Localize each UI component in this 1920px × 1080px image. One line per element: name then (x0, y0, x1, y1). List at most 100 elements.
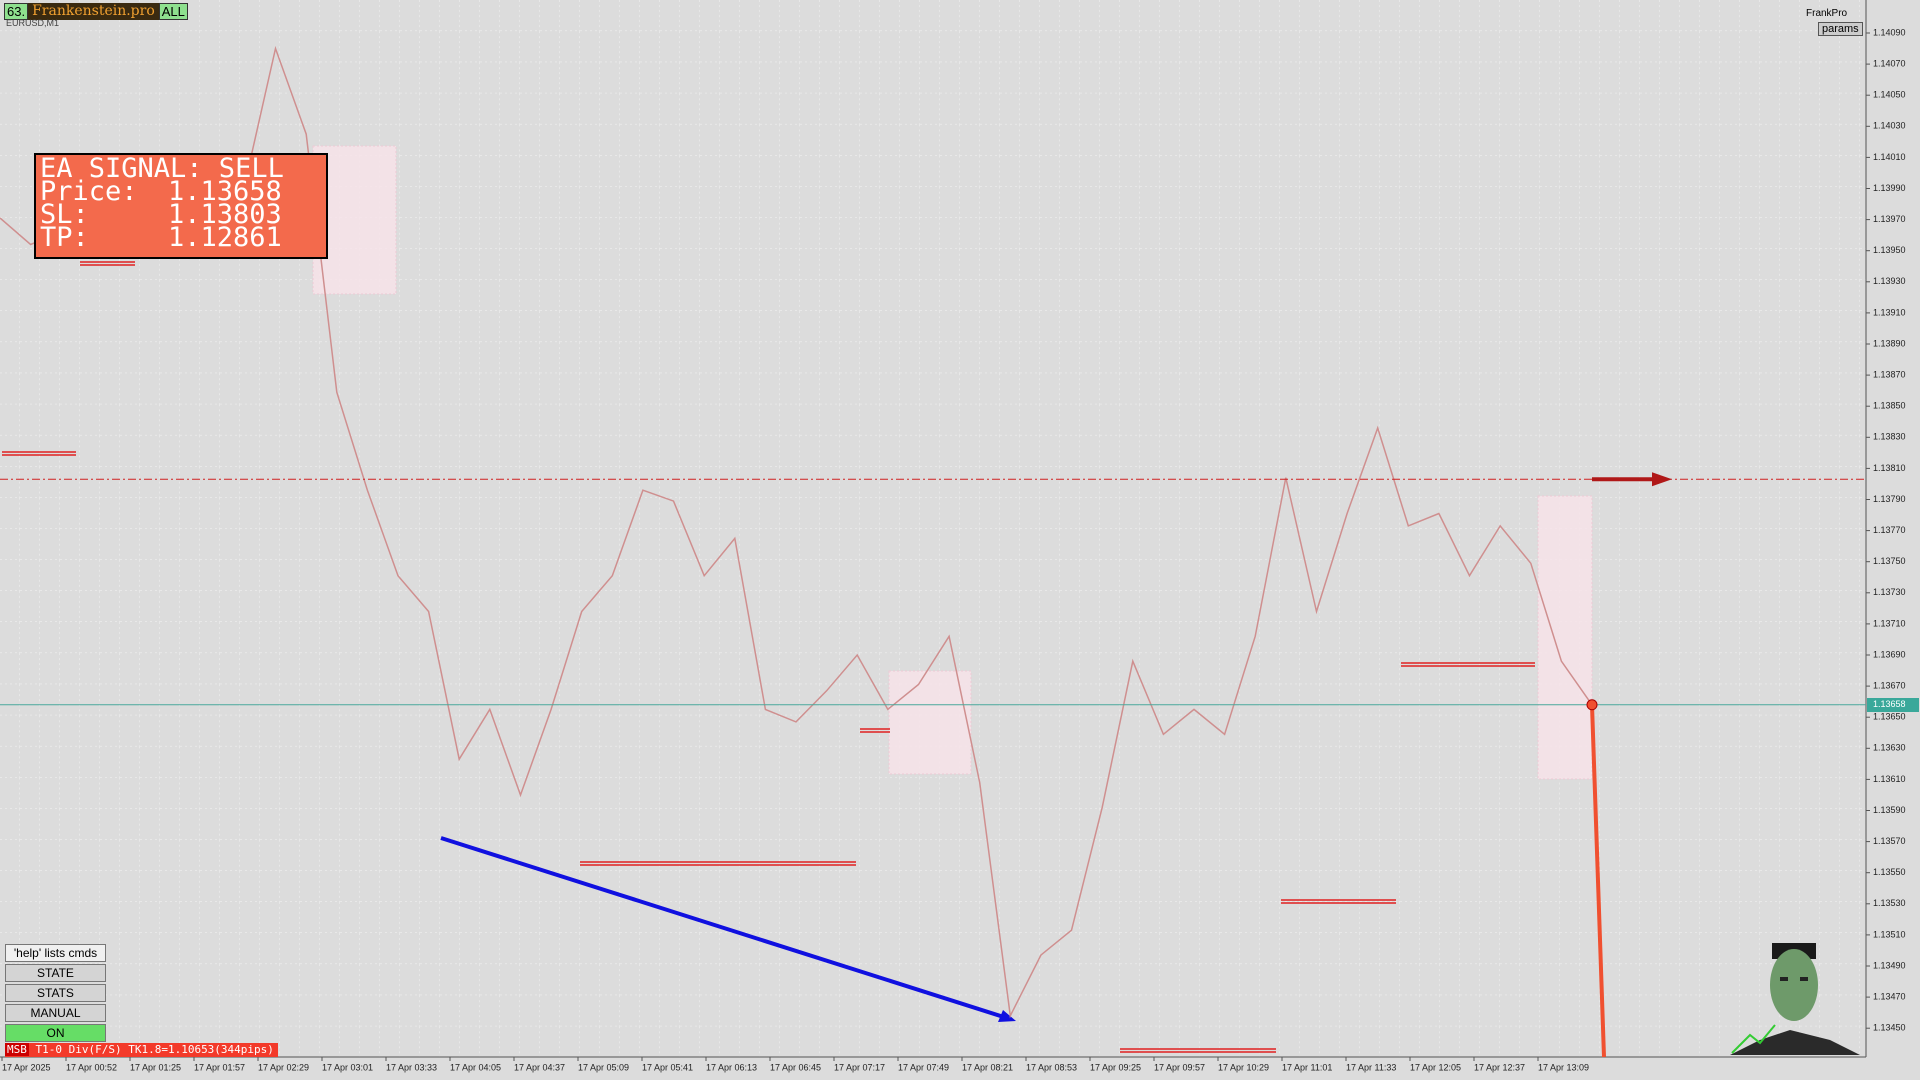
price-label: 1.13810 (1873, 463, 1906, 473)
trend-line (440, 836, 1011, 1021)
mascot-body (1730, 1030, 1860, 1055)
params-button[interactable]: params (1818, 22, 1863, 36)
price-label: 1.13750 (1873, 556, 1906, 566)
signal-title: EA SIGNAL: SELL (40, 153, 284, 184)
signal-value: 1.13803 (168, 199, 282, 230)
time-label: 17 Apr 05:09 (578, 1062, 629, 1072)
time-label: 17 Apr 01:25 (130, 1062, 181, 1072)
price-label: 1.13450 (1873, 1023, 1906, 1033)
price-label: 1.13510 (1873, 929, 1906, 939)
mascot-face (1770, 949, 1818, 1021)
time-label: 17 Apr 11:33 (1346, 1062, 1396, 1072)
price-line (0, 45, 1593, 1019)
account: FrankPro (1806, 8, 1848, 19)
time-label: 17 Apr 01:57 (194, 1062, 245, 1072)
levels (2, 261, 1535, 1053)
price-label: 1.14030 (1873, 121, 1906, 131)
time-label: 17 Apr 2025 (2, 1062, 51, 1072)
time-label: 17 Apr 07:49 (898, 1062, 949, 1072)
target-line (1590, 704, 1606, 1058)
status-tag: MSB (5, 1043, 29, 1056)
time-label: 17 Apr 02:29 (258, 1062, 309, 1072)
price-label: 1.13610 (1873, 774, 1906, 784)
time-label: 17 Apr 09:25 (1090, 1062, 1141, 1072)
status-bar: MSB T1-0 Div(F/S) TK1.8=1.10653(344pips) (5, 1043, 278, 1057)
zone (1537, 495, 1593, 780)
time-label: 17 Apr 05:41 (642, 1062, 693, 1072)
price-label: 1.13870 (1873, 369, 1906, 379)
price-label: 1.13930 (1873, 276, 1906, 286)
price-label: 1.13530 (1873, 898, 1906, 908)
signal-value: 1.13658 (168, 176, 282, 207)
panel-button[interactable]: 'help' lists cmds (5, 944, 106, 962)
brand: Frankenstein.pro (28, 3, 159, 20)
time-label: 17 Apr 11:01 (1282, 1062, 1332, 1072)
price-label: 1.13990 (1873, 183, 1906, 193)
price-label: 1.13470 (1873, 991, 1906, 1001)
zone (888, 670, 972, 775)
time-label: 17 Apr 07:17 (834, 1062, 885, 1072)
price-label: 1.13650 (1873, 712, 1906, 722)
time-label: 17 Apr 03:01 (322, 1062, 373, 1072)
price-label: 1.13730 (1873, 587, 1906, 597)
current-price-tag (1867, 698, 1919, 712)
time-label: 17 Apr 08:53 (1026, 1062, 1077, 1072)
price-label: 1.13690 (1873, 649, 1906, 659)
zones (312, 145, 1593, 780)
time-label: 17 Apr 09:57 (1154, 1062, 1205, 1072)
time-label: 17 Apr 04:37 (514, 1062, 565, 1072)
mascot (1730, 943, 1860, 1055)
price-label: 1.13970 (1873, 214, 1906, 224)
price-label: 1.13790 (1873, 494, 1906, 504)
price-label: 1.13550 (1873, 867, 1906, 877)
status-text: T1-0 Div(F/S) TK1.8=1.10653(344pips) (35, 1043, 274, 1056)
time-label: 17 Apr 13:09 (1538, 1062, 1589, 1072)
price-label: 1.14050 (1873, 90, 1906, 100)
time-label: 17 Apr 04:05 (450, 1062, 501, 1072)
price-label: 1.13890 (1873, 338, 1906, 348)
panel-button[interactable]: ON (5, 1024, 106, 1042)
panel-button[interactable]: MANUAL (5, 1004, 106, 1022)
price-label: 1.13490 (1873, 960, 1906, 970)
price-label: 1.13590 (1873, 805, 1906, 815)
price-label: 1.13830 (1873, 432, 1906, 442)
price-label: 1.13570 (1873, 836, 1906, 846)
level-lines (2, 261, 1535, 1053)
price-label: 1.14070 (1873, 58, 1906, 68)
symbol: EURUSD,M1 (6, 18, 60, 28)
mode-tag: ALL (158, 3, 188, 20)
time-label: 17 Apr 12:37 (1474, 1062, 1525, 1072)
sl-arrow-head (1652, 472, 1672, 487)
number-tag: 63. (4, 3, 29, 20)
signal-value: 1.12861 (168, 222, 282, 253)
time-label: 17 Apr 12:05 (1410, 1062, 1461, 1072)
trend-arrow (998, 1010, 1016, 1022)
header-tags: 63. Frankenstein.pro ALL (4, 3, 188, 20)
price-label: 1.13850 (1873, 401, 1906, 411)
price-label: 1.13630 (1873, 743, 1906, 753)
signal-row: TP: 1.12861 (40, 222, 322, 253)
signal-label: SL: (40, 199, 89, 230)
time-label: 17 Apr 10:29 (1218, 1062, 1269, 1072)
signal-label: TP: (40, 222, 89, 253)
mascot-chart (1731, 1024, 1776, 1054)
time-label: 17 Apr 03:33 (386, 1062, 437, 1072)
price-label: 1.13670 (1873, 680, 1906, 690)
time-label: 17 Apr 08:21 (962, 1062, 1013, 1072)
price-label: 1.14090 (1873, 27, 1906, 37)
price-label: 1.13910 (1873, 307, 1906, 317)
price-label: 1.14010 (1873, 152, 1906, 162)
time-label: 17 Apr 00:52 (66, 1062, 117, 1072)
panel-button[interactable]: STATE (5, 964, 106, 982)
current-price-label: 1.13658 (1873, 699, 1906, 709)
signal-box: EA SIGNAL: SELL Price: 1.13658 SL: 1.13803… (34, 153, 328, 259)
panel-button[interactable]: STATS (5, 984, 106, 1002)
price-label: 1.13770 (1873, 525, 1906, 535)
signal-row: SL: 1.13803 (40, 199, 322, 230)
mascot-eye (1800, 977, 1808, 981)
signal-row: Price: 1.13658 (40, 176, 322, 207)
price-label: 1.13710 (1873, 618, 1906, 628)
signal-label: Price: (40, 176, 138, 207)
price-label: 1.13950 (1873, 245, 1906, 255)
